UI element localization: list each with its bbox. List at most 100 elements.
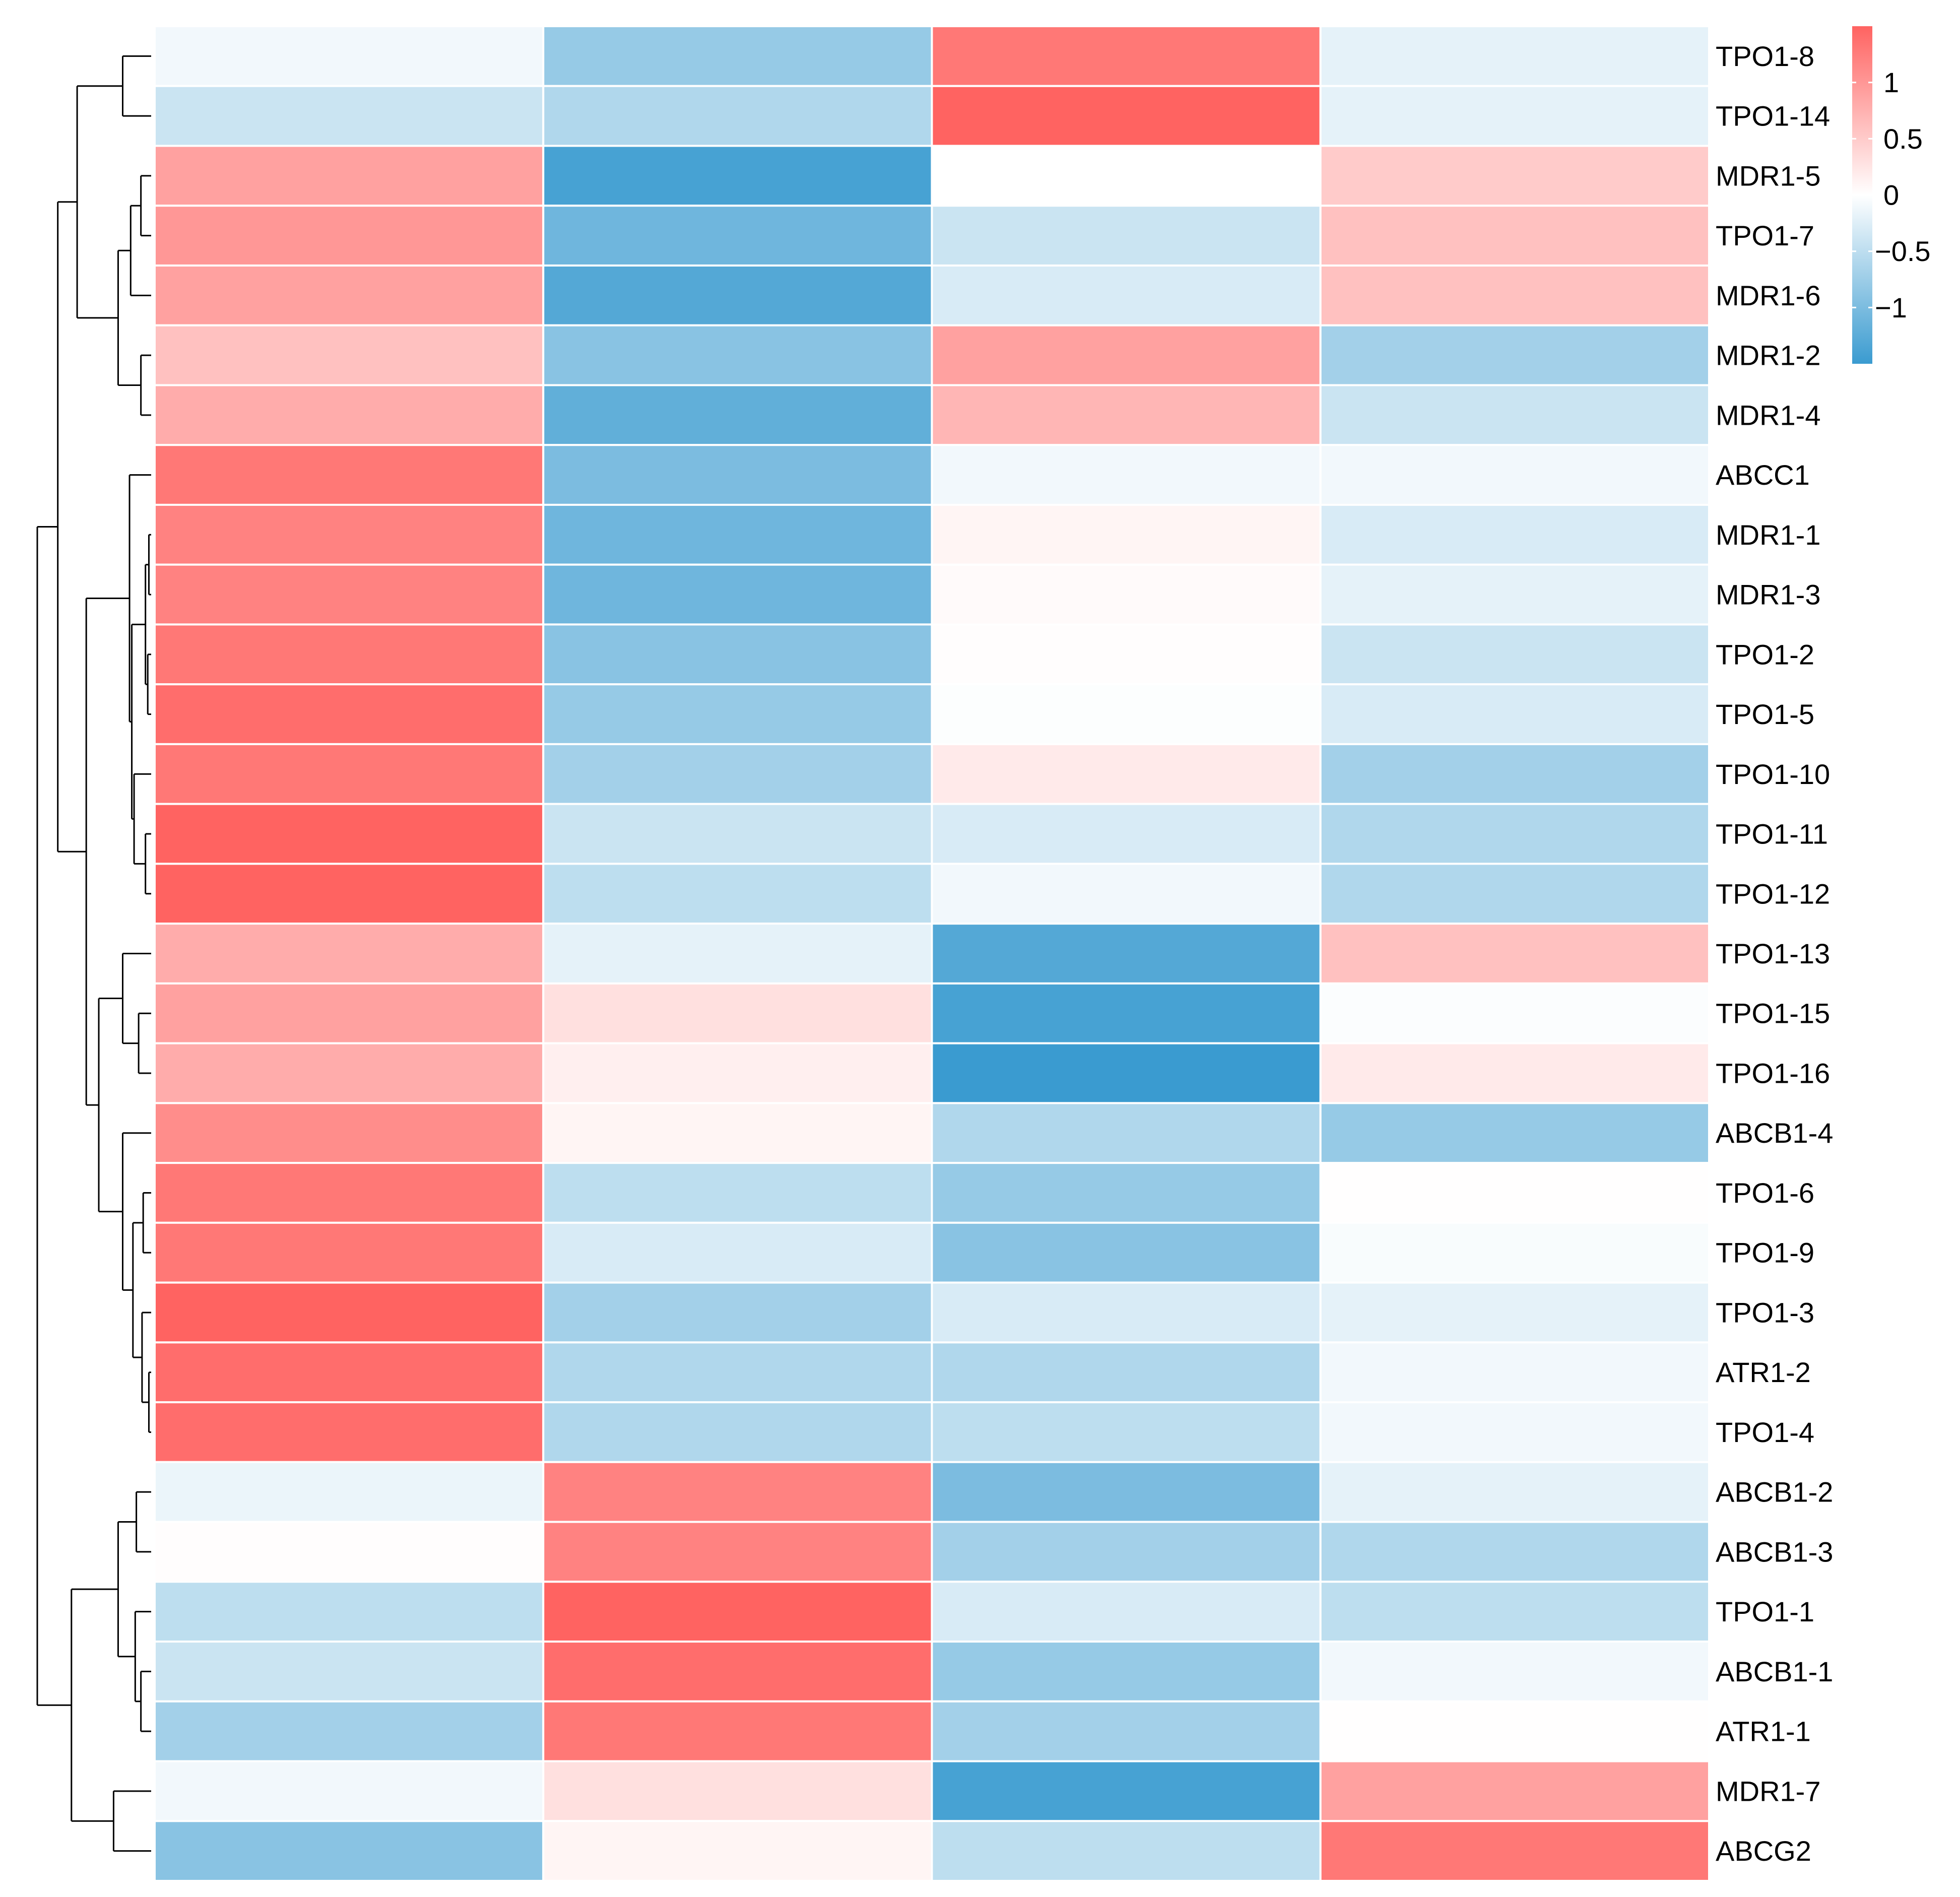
heatmap-cell-tpo1-3-col4	[1319, 1281, 1710, 1344]
heatmap-cell-atr1-1-col2	[542, 1700, 933, 1762]
heatmap-cell-mdr1-5-col3	[931, 145, 1322, 207]
heatmap-cell-tpo1-4-col3	[931, 1401, 1322, 1463]
heatmap-cell-tpo1-7-col4	[1319, 205, 1710, 267]
heatmap-cell-abcb1-2-col2	[542, 1461, 933, 1523]
heatmap-cell-tpo1-16-col3	[931, 1042, 1322, 1104]
heatmap-cell-abcb1-4-col3	[931, 1102, 1322, 1164]
row-label: TPO1-15	[1716, 998, 1830, 1029]
heatmap-cell-tpo1-13-col3	[931, 923, 1322, 985]
row-label: TPO1-14	[1716, 100, 1830, 132]
heatmap-cell-tpo1-8-col2	[542, 25, 933, 87]
heatmap-cell-mdr1-7-col2	[542, 1760, 933, 1822]
heatmap-cell-abcg2-col1	[154, 1820, 545, 1882]
row-label: MDR1-3	[1716, 579, 1820, 611]
heatmap-cell-tpo1-3-col3	[931, 1281, 1322, 1344]
row-label: TPO1-5	[1716, 698, 1814, 730]
row-label: MDR1-5	[1716, 160, 1820, 191]
heatmap-cell-atr1-1-col3	[931, 1700, 1322, 1762]
heatmap-cell-atr1-2-col1	[154, 1341, 545, 1404]
heatmap-cell-abcb1-4-col2	[542, 1102, 933, 1164]
heatmap-cell-tpo1-15-col3	[931, 982, 1322, 1044]
heatmap-cell-abcb1-1-col1	[154, 1641, 545, 1703]
heatmap-cell-abcb1-1-col2	[542, 1641, 933, 1703]
heatmap-cell-atr1-1-col1	[154, 1700, 545, 1762]
heatmap-cell-mdr1-2-col4	[1319, 324, 1710, 386]
row-label: TPO1-6	[1716, 1177, 1814, 1209]
legend-tick-label: −0.5	[1875, 235, 1931, 267]
heatmap-cell-abcb1-3-col2	[542, 1521, 933, 1583]
heatmap-cell-tpo1-4-col1	[154, 1401, 545, 1463]
row-label: TPO1-16	[1716, 1057, 1830, 1089]
heatmap-cell-abcb1-3-col1	[154, 1521, 545, 1583]
row-label: ABCC1	[1716, 459, 1810, 491]
heatmap-cell-tpo1-9-col3	[931, 1221, 1322, 1284]
heatmap-cell-tpo1-13-col2	[542, 923, 933, 985]
heatmap-cell-tpo1-4-col2	[542, 1401, 933, 1463]
heatmap-cell-abcb1-2-col4	[1319, 1461, 1710, 1523]
heatmap-cell-tpo1-11-col1	[154, 803, 545, 865]
heatmap-cell-abcg2-col2	[542, 1820, 933, 1882]
heatmap-cell-tpo1-15-col4	[1319, 982, 1710, 1044]
row-label: TPO1-10	[1716, 758, 1830, 790]
heatmap-cell-tpo1-7-col1	[154, 205, 545, 267]
heatmap-cell-tpo1-16-col1	[154, 1042, 545, 1104]
heatmap-cell-tpo1-3-col2	[542, 1281, 933, 1344]
heatmap-cell-mdr1-7-col4	[1319, 1760, 1710, 1822]
heatmap-cell-tpo1-15-col2	[542, 982, 933, 1044]
heatmap-cell-tpo1-13-col1	[154, 923, 545, 985]
heatmap-cell-mdr1-6-col2	[542, 264, 933, 326]
heatmap-cell-tpo1-13-col4	[1319, 923, 1710, 985]
heatmap-cell-abcb1-4-col1	[154, 1102, 545, 1164]
row-label: ATR1-2	[1716, 1356, 1811, 1388]
heatmap-cell-mdr1-6-col3	[931, 264, 1322, 326]
row-label: TPO1-8	[1716, 40, 1814, 72]
row-label: TPO1-1	[1716, 1596, 1814, 1627]
heatmap-cell-tpo1-14-col4	[1319, 85, 1710, 147]
heatmap-cell-abcb1-1-col4	[1319, 1641, 1710, 1703]
heatmap-cell-mdr1-6-col1	[154, 264, 545, 326]
heatmap-cell-mdr1-3-col2	[542, 563, 933, 626]
heatmap-cell-mdr1-6-col4	[1319, 264, 1710, 326]
heatmap-cell-tpo1-12-col1	[154, 863, 545, 925]
heatmap-cell-mdr1-1-col3	[931, 503, 1322, 566]
heatmap-cell-mdr1-7-col1	[154, 1760, 545, 1822]
heatmap-cell-mdr1-1-col1	[154, 503, 545, 566]
heatmap-cell-tpo1-9-col2	[542, 1221, 933, 1284]
heatmap-cell-abcb1-3-col3	[931, 1521, 1322, 1583]
heatmap-cell-tpo1-10-col4	[1319, 743, 1710, 805]
row-label: ATR1-1	[1716, 1716, 1811, 1747]
heatmap-cell-tpo1-12-col3	[931, 863, 1322, 925]
row-label: TPO1-13	[1716, 938, 1830, 969]
color-legend: 1 0.5 0 −0.5 −1	[1852, 26, 1931, 364]
heatmap-cell-tpo1-2-col3	[931, 623, 1322, 686]
heatmap-cell-tpo1-16-col4	[1319, 1042, 1710, 1104]
heatmap-cell-tpo1-3-col1	[154, 1281, 545, 1344]
heatmap-cell-abcb1-3-col4	[1319, 1521, 1710, 1583]
row-label: TPO1-9	[1716, 1237, 1814, 1269]
heatmap-cell-tpo1-1-col1	[154, 1581, 545, 1643]
heatmap-cell-tpo1-8-col4	[1319, 25, 1710, 87]
heatmap-cell-tpo1-7-col2	[542, 205, 933, 267]
heatmap-cell-tpo1-6-col3	[931, 1162, 1322, 1224]
heatmap-cell-tpo1-11-col4	[1319, 803, 1710, 865]
row-label: ABCB1-2	[1716, 1476, 1833, 1508]
heatmap-cell-tpo1-2-col1	[154, 623, 545, 686]
row-label: MDR1-7	[1716, 1775, 1820, 1807]
heatmap-cell-abcc1-col4	[1319, 444, 1710, 506]
heatmap-cell-tpo1-11-col2	[542, 803, 933, 865]
heatmap-cell-mdr1-1-col2	[542, 503, 933, 566]
heatmap-cell-mdr1-4-col1	[154, 384, 545, 446]
heatmap-cell-tpo1-14-col2	[542, 85, 933, 147]
row-label: ABCG2	[1716, 1835, 1811, 1867]
heatmap-cell-mdr1-5-col1	[154, 145, 545, 207]
row-label: TPO1-4	[1716, 1416, 1814, 1448]
heatmap-cell-abcg2-col4	[1319, 1820, 1710, 1882]
row-label: MDR1-6	[1716, 280, 1820, 311]
heatmap-cell-tpo1-11-col3	[931, 803, 1322, 865]
row-label: TPO1-2	[1716, 638, 1814, 670]
heatmap-cell-tpo1-15-col1	[154, 982, 545, 1044]
heatmap-cell-tpo1-5-col4	[1319, 683, 1710, 745]
heatmap-cell-atr1-2-col3	[931, 1341, 1322, 1404]
heatmap-cell-tpo1-6-col2	[542, 1162, 933, 1224]
